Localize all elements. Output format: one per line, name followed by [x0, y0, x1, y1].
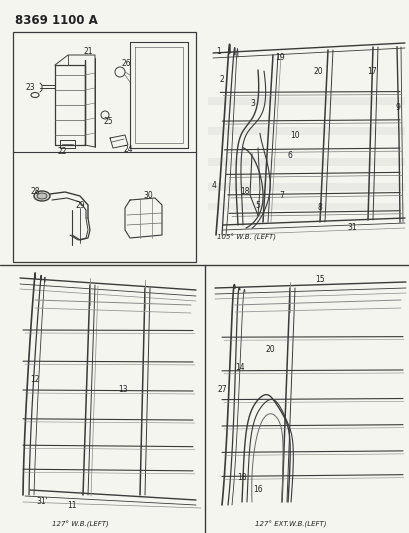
- Text: 13: 13: [118, 385, 128, 394]
- Text: 2: 2: [219, 76, 224, 85]
- Text: 8: 8: [317, 204, 321, 213]
- Text: 4: 4: [211, 181, 216, 190]
- Text: 10: 10: [290, 131, 299, 140]
- Bar: [207, 203, 404, 211]
- Text: 27: 27: [217, 385, 226, 394]
- Text: 17: 17: [366, 68, 376, 77]
- Text: 23: 23: [25, 83, 35, 92]
- Text: 31': 31': [36, 497, 48, 506]
- Text: 31: 31: [346, 223, 356, 232]
- Text: 26: 26: [121, 59, 130, 68]
- Text: 5: 5: [255, 200, 260, 209]
- Text: 28: 28: [30, 188, 40, 197]
- Ellipse shape: [34, 191, 50, 201]
- Text: 18: 18: [240, 188, 249, 197]
- Text: 19: 19: [274, 53, 284, 62]
- Text: 3: 3: [250, 99, 255, 108]
- Text: 105° W.B. (LEFT): 105° W.B. (LEFT): [216, 233, 275, 240]
- Text: 11: 11: [67, 500, 76, 510]
- Text: 18: 18: [237, 473, 246, 482]
- Circle shape: [101, 111, 109, 119]
- Text: 25: 25: [103, 117, 112, 126]
- Text: 22: 22: [57, 148, 67, 157]
- Bar: [207, 127, 404, 135]
- Text: 24: 24: [123, 146, 133, 155]
- Text: 15: 15: [315, 276, 324, 285]
- Text: 6: 6: [287, 150, 292, 159]
- Text: 12: 12: [30, 376, 39, 384]
- Text: 7: 7: [279, 190, 284, 199]
- Bar: [207, 96, 404, 104]
- Ellipse shape: [37, 193, 47, 199]
- Text: 20: 20: [312, 68, 322, 77]
- Bar: [207, 158, 404, 166]
- Bar: [207, 183, 404, 191]
- Text: 21: 21: [83, 47, 92, 56]
- Text: 14: 14: [235, 364, 244, 373]
- Bar: [13, 32, 196, 262]
- Text: 16: 16: [253, 486, 262, 495]
- Text: 30: 30: [143, 190, 153, 199]
- Text: 29: 29: [75, 200, 85, 209]
- Text: 127° EXT.W.B.(LEFT): 127° EXT.W.B.(LEFT): [254, 520, 326, 528]
- Text: 9: 9: [395, 103, 400, 112]
- Text: 127° W.B.(LEFT): 127° W.B.(LEFT): [52, 520, 108, 528]
- Ellipse shape: [31, 93, 39, 98]
- Text: 8369 1100 A: 8369 1100 A: [15, 14, 97, 27]
- Text: 1: 1: [216, 47, 221, 56]
- Circle shape: [115, 67, 125, 77]
- Text: 20: 20: [265, 345, 274, 354]
